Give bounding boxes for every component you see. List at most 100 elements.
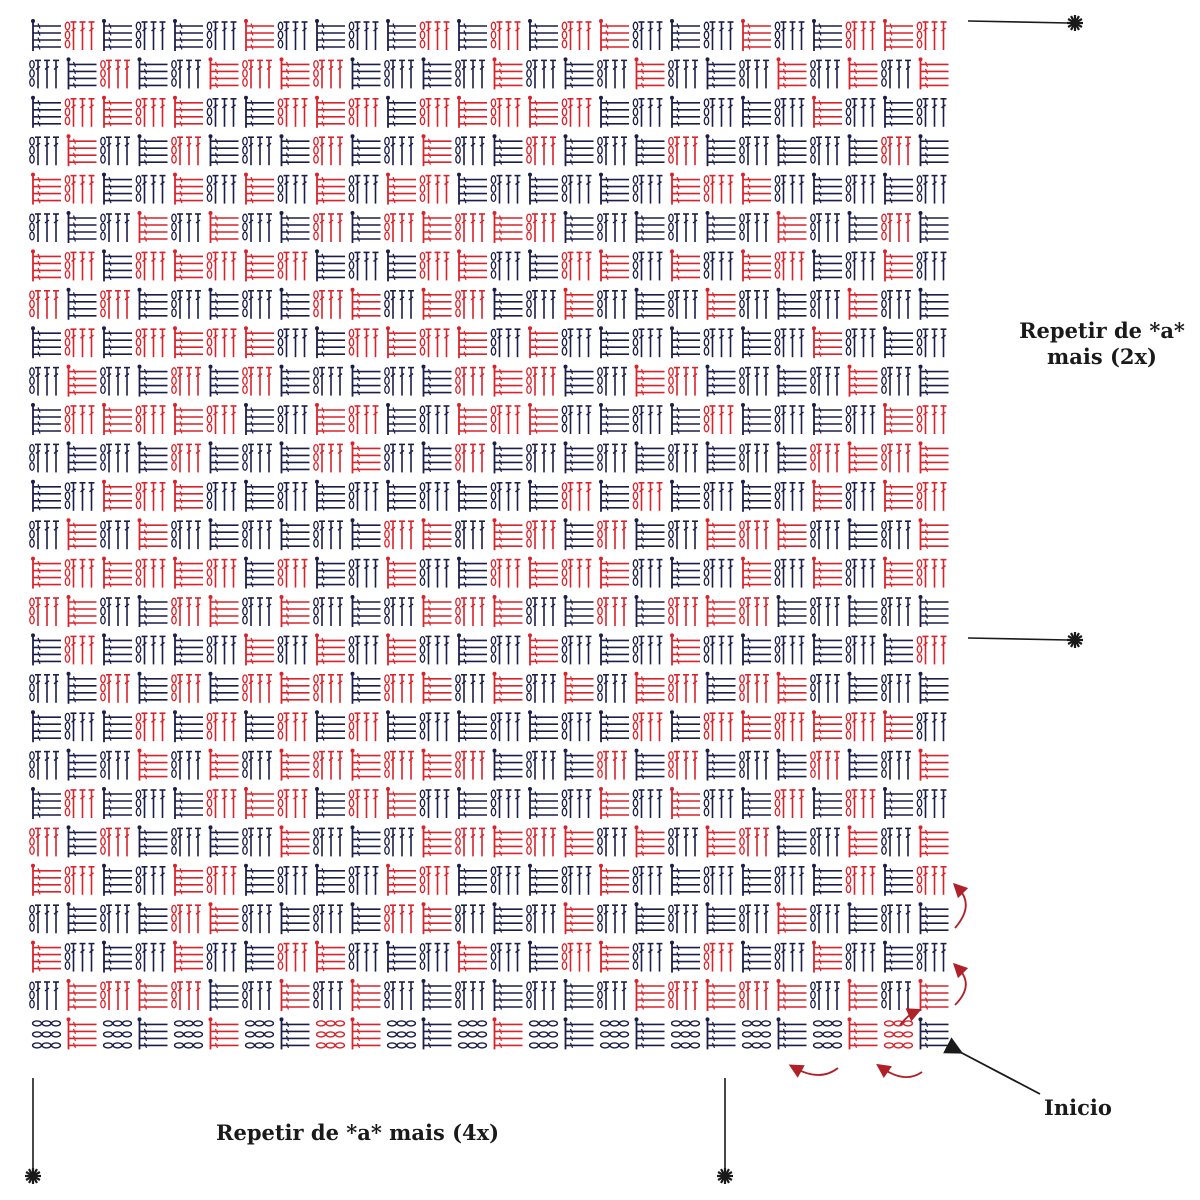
stitch-block: [774, 558, 805, 588]
stitch-block: [492, 134, 523, 167]
stitch-block: [668, 520, 698, 550]
stitch-block: [812, 326, 842, 359]
stitch-block: [244, 249, 274, 282]
stitch-block: [386, 1020, 417, 1049]
stitch-block: [490, 405, 521, 434]
stitch-block: [171, 520, 201, 550]
stitch-block: [171, 136, 201, 166]
stitch-block: [277, 328, 308, 358]
stitch-block: [492, 441, 523, 474]
stitch-block: [563, 902, 594, 935]
stitch-block: [597, 520, 627, 550]
stitch-block: [386, 172, 416, 205]
stitch-block: [916, 635, 947, 665]
stitch-block: [492, 364, 523, 397]
stitch-block: [668, 366, 698, 396]
stitch-block: [277, 865, 308, 895]
stitch-block: [277, 98, 308, 127]
stitch-block: [66, 518, 97, 551]
stitch-block: [137, 1017, 168, 1050]
chart-row: [29, 902, 949, 935]
stitch-block: [881, 59, 911, 89]
stitch-block: [173, 479, 203, 512]
stitch-block: [31, 172, 61, 205]
stitch-block: [741, 326, 771, 359]
stitch-block: [774, 865, 805, 895]
stitch-block: [102, 95, 132, 128]
stitch-block: [348, 789, 379, 818]
stitch-block: [703, 635, 734, 665]
stitch-block: [812, 249, 842, 282]
chart-row: [29, 441, 949, 474]
stitch-block: [528, 633, 558, 666]
stitch-block: [703, 21, 734, 50]
stitch-block: [632, 942, 663, 972]
stitch-block: [883, 1020, 914, 1049]
stitch-block: [741, 95, 771, 128]
stitch-block: [419, 328, 450, 358]
stitch-block: [563, 1017, 594, 1050]
stitch-block: [421, 134, 452, 167]
stitch-block: [490, 558, 521, 588]
stitch-block: [350, 364, 381, 397]
stitch-block: [526, 136, 556, 166]
stitch-block: [705, 57, 736, 90]
stitch-block: [208, 364, 239, 397]
stitch-block: [208, 518, 239, 551]
stitch-block: [597, 904, 627, 934]
stitch-block: [703, 712, 734, 742]
stitch-block: [206, 251, 237, 281]
stitch-block: [350, 211, 381, 243]
stitch-block: [490, 251, 521, 281]
stitch-block: [31, 940, 61, 973]
stitch-block: [741, 479, 771, 512]
stitch-block: [490, 21, 521, 50]
stitch-block: [670, 19, 700, 51]
stitch-block: [313, 673, 343, 703]
stitch-block: [348, 481, 379, 511]
stitch-block: [457, 633, 487, 666]
stitch-block: [599, 249, 629, 282]
stitch-block: [173, 403, 203, 435]
stitch-block: [526, 443, 556, 473]
stitch-block: [421, 364, 452, 397]
stitch-block: [29, 443, 59, 473]
stitch-block: [279, 748, 310, 781]
stitch-block: [137, 441, 168, 474]
stitch-block: [100, 213, 130, 242]
turn-arrow-icon: [952, 882, 969, 929]
stitch-block: [137, 671, 168, 704]
stitch-block: [31, 249, 61, 282]
stitch-block: [102, 19, 132, 51]
stitch-block: [847, 211, 878, 243]
stitch-block: [419, 712, 450, 742]
stitch-block: [384, 597, 414, 626]
stitch-block: [348, 251, 379, 281]
stitch-block: [741, 863, 771, 896]
stitch-block: [492, 825, 523, 858]
stitch-block: [100, 827, 130, 857]
stitch-block: [29, 366, 59, 396]
stitch-block: [206, 98, 237, 127]
stitch-block: [668, 981, 698, 1010]
stitch-block: [883, 479, 913, 512]
chart-row: [29, 671, 949, 704]
stitch-block: [528, 940, 558, 973]
stitch-block: [244, 326, 274, 359]
stitch-block: [208, 287, 239, 320]
stitch-block: [916, 481, 947, 511]
chart-row: [29, 979, 949, 1011]
chart-row: [29, 825, 949, 858]
stitch-block: [206, 328, 237, 358]
stitch-block: [739, 136, 769, 166]
stitch-block: [171, 750, 201, 780]
stitch-block: [918, 671, 949, 704]
stitch-block: [173, 19, 203, 51]
stitch-block: [206, 789, 237, 818]
stitch-block: [244, 95, 274, 128]
stitch-block: [490, 635, 521, 665]
stitch-block: [421, 595, 452, 627]
stitch-block: [703, 789, 734, 818]
stitch-block: [244, 710, 274, 743]
